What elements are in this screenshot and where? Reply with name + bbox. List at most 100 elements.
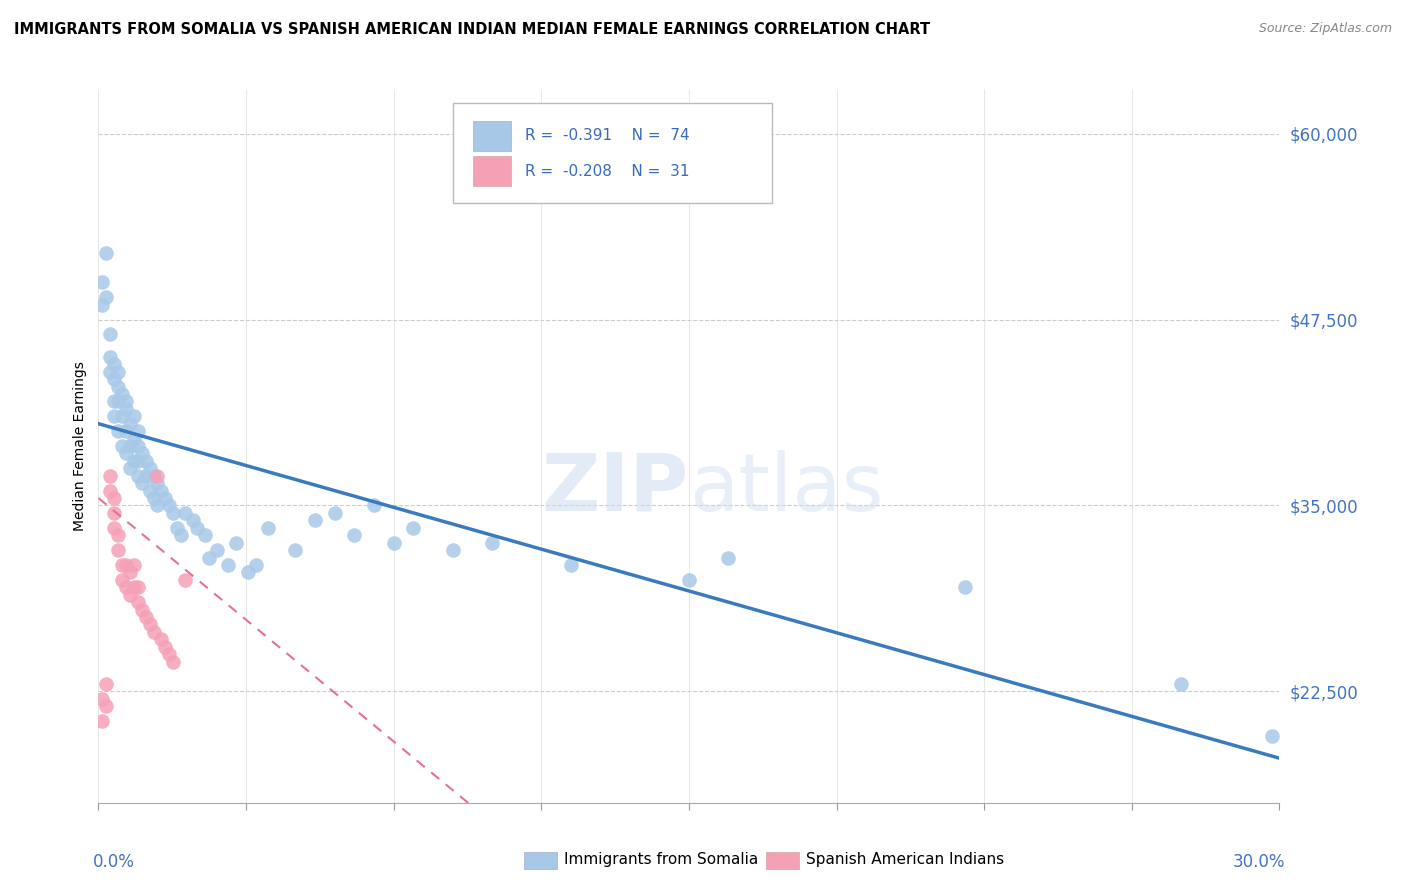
Point [382, 535, 405, 549]
Point [103, 491, 125, 505]
Point [98, 350, 121, 364]
Text: Spanish American Indians: Spanish American Indians [806, 852, 1004, 867]
Point [111, 573, 134, 587]
Point [122, 558, 145, 572]
Point [174, 506, 197, 520]
Point [111, 558, 134, 572]
Point [560, 558, 582, 572]
Point [98, 365, 121, 379]
Point [118, 417, 141, 431]
Point [118, 439, 141, 453]
Point [107, 543, 129, 558]
Point [174, 573, 197, 587]
Point [107, 379, 129, 393]
Point [127, 580, 149, 594]
Point [122, 454, 145, 468]
Point [181, 513, 204, 527]
Point [142, 624, 165, 639]
Point [135, 468, 157, 483]
Text: Immigrants from Somalia: Immigrants from Somalia [564, 852, 758, 867]
Point [96, 699, 118, 714]
Point [127, 424, 149, 438]
Point [115, 401, 138, 416]
Point [225, 535, 247, 549]
Point [162, 506, 184, 520]
Point [98, 483, 121, 498]
Point [131, 476, 153, 491]
Point [107, 424, 129, 438]
Text: Source: ZipAtlas.com: Source: ZipAtlas.com [1258, 22, 1392, 36]
Point [107, 394, 129, 409]
Point [441, 543, 464, 558]
FancyBboxPatch shape [472, 120, 510, 151]
Point [96, 245, 118, 260]
Point [197, 550, 219, 565]
Point [115, 446, 138, 460]
Point [138, 617, 160, 632]
Point [323, 506, 346, 520]
Point [217, 558, 239, 572]
Point [122, 432, 145, 446]
Point [155, 491, 177, 505]
Point [343, 528, 366, 542]
Point [91, 691, 114, 706]
Point [194, 528, 217, 542]
Point [103, 506, 125, 520]
Text: atlas: atlas [689, 450, 883, 528]
Point [678, 573, 700, 587]
Point [150, 483, 173, 498]
Point [122, 580, 145, 594]
Point [135, 610, 157, 624]
Text: R =  -0.391    N =  74: R = -0.391 N = 74 [524, 128, 689, 143]
Point [146, 476, 169, 491]
Point [111, 409, 134, 424]
Point [118, 588, 141, 602]
FancyBboxPatch shape [472, 156, 510, 186]
Text: IMMIGRANTS FROM SOMALIA VS SPANISH AMERICAN INDIAN MEDIAN FEMALE EARNINGS CORREL: IMMIGRANTS FROM SOMALIA VS SPANISH AMERI… [14, 22, 931, 37]
Text: ZIP: ZIP [541, 450, 689, 528]
Point [103, 357, 125, 371]
Point [138, 461, 160, 475]
Point [363, 499, 385, 513]
Point [115, 580, 138, 594]
Point [96, 290, 118, 304]
Point [115, 394, 138, 409]
Point [284, 543, 307, 558]
Text: 30.0%: 30.0% [1233, 853, 1285, 871]
Point [146, 499, 169, 513]
Point [96, 677, 118, 691]
Point [138, 483, 160, 498]
Point [953, 580, 976, 594]
Point [205, 543, 228, 558]
Point [717, 550, 740, 565]
Point [1170, 677, 1192, 691]
Point [146, 468, 169, 483]
Text: R =  -0.208    N =  31: R = -0.208 N = 31 [524, 164, 689, 178]
Point [245, 558, 267, 572]
Point [236, 566, 259, 580]
Text: 0.0%: 0.0% [93, 853, 135, 871]
Point [111, 439, 134, 453]
Point [127, 439, 149, 453]
Point [142, 491, 165, 505]
Point [111, 387, 134, 401]
Point [127, 454, 149, 468]
Point [166, 521, 188, 535]
Point [91, 276, 114, 290]
Point [127, 468, 149, 483]
Point [131, 446, 153, 460]
Point [91, 714, 114, 728]
Point [118, 566, 141, 580]
Point [157, 647, 180, 661]
Point [402, 521, 425, 535]
Point [98, 468, 121, 483]
Point [150, 632, 173, 647]
Point [170, 528, 193, 542]
Point [127, 595, 149, 609]
Point [115, 558, 138, 572]
Point [107, 528, 129, 542]
Point [91, 298, 114, 312]
Point [103, 409, 125, 424]
Point [118, 461, 141, 475]
Point [481, 535, 503, 549]
